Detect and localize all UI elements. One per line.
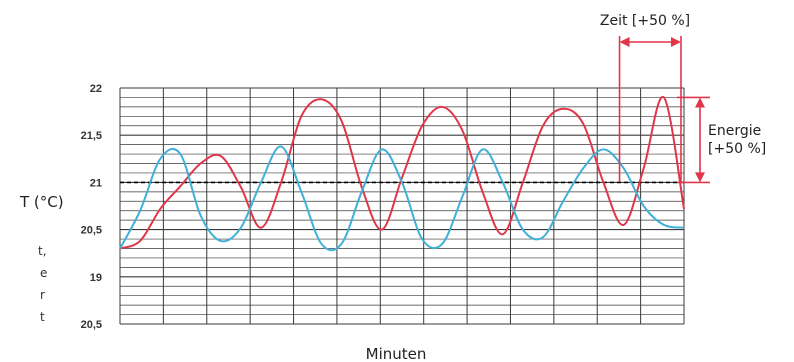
margin-fragment-2: e — [40, 266, 47, 280]
series-line-2 — [119, 145, 685, 252]
annotations: Zeit [+50 %] Energie [+50 %] — [600, 13, 766, 184]
y-tick-labels: 22 21,5 21 20,5 19 20,5 — [81, 83, 102, 331]
energie-annotation-sublabel: [+50 %] — [708, 141, 766, 157]
grid — [119, 87, 685, 325]
zeit-annotation-label: Zeit [+50 %] — [600, 13, 690, 29]
zeit-arrow-right-head — [670, 37, 681, 47]
energie-arrow-top-head — [695, 97, 705, 108]
left-margin-fragments: t, e r t — [38, 244, 47, 324]
margin-fragment-1: t, — [38, 244, 47, 258]
y-tick-label: 20,5 — [81, 319, 102, 331]
y-tick-label: 19 — [90, 272, 102, 284]
series-line-1 — [119, 96, 685, 250]
energie-annotation-label: Energie — [708, 123, 761, 139]
y-tick-label: 20,5 — [81, 225, 102, 237]
y-tick-label: 21 — [90, 177, 102, 189]
series-group — [119, 96, 685, 252]
y-tick-label: 22 — [90, 83, 102, 95]
y-axis-title: T (°C) — [19, 193, 64, 211]
y-tick-label: 21,5 — [81, 130, 102, 142]
zeit-arrow-left-head — [619, 37, 630, 47]
margin-fragment-4: t — [40, 310, 45, 324]
x-axis-title: Minuten — [366, 345, 427, 362]
margin-fragment-3: r — [40, 288, 45, 302]
energie-arrow-bottom-head — [695, 172, 705, 183]
